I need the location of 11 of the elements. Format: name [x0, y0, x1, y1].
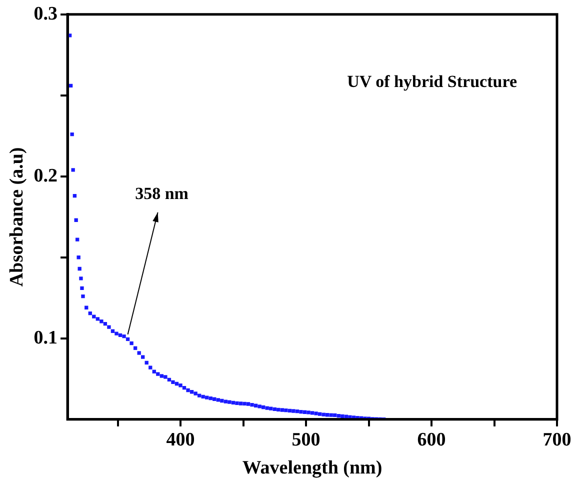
y-tick-label: 0.3 [34, 3, 58, 24]
x-tick-label: 700 [542, 430, 572, 451]
x-tick-label: 500 [292, 430, 320, 451]
y-tick-label: 0.1 [34, 327, 58, 348]
annotation: UV of hybrid Structure [347, 72, 518, 91]
annotation: 358 nm [135, 184, 188, 203]
x-tick-label: 400 [166, 430, 195, 451]
x-tick-label: 600 [417, 430, 446, 451]
x-axis-title: Wavelength (nm) [242, 458, 382, 479]
y-tick-label: 0.2 [34, 165, 58, 186]
y-axis-title: Absorbance (a.u) [6, 147, 28, 287]
